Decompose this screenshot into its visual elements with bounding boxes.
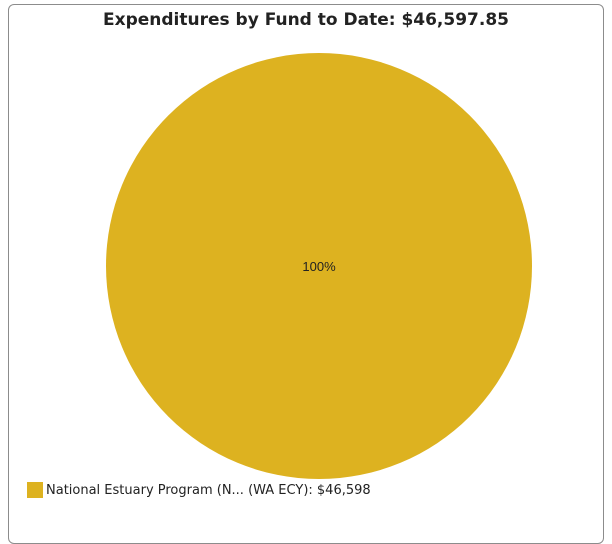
pie-slice-label-0: 100% xyxy=(302,259,336,274)
chart-legend: National Estuary Program (N... (WA ECY):… xyxy=(27,482,371,498)
legend-swatch-0 xyxy=(27,482,43,498)
pie-slice-0[interactable] xyxy=(106,53,532,479)
legend-label-0: National Estuary Program (N... (WA ECY):… xyxy=(46,482,371,498)
chart-title: Expenditures by Fund to Date: $46,597.85 xyxy=(102,10,509,30)
